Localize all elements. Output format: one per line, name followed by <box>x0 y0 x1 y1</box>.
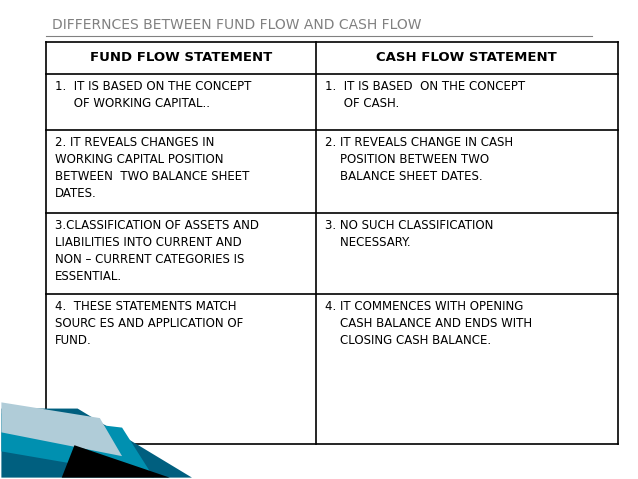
Text: 3. NO SUCH CLASSIFICATION
    NECESSARY.: 3. NO SUCH CLASSIFICATION NECESSARY. <box>325 219 493 250</box>
Polygon shape <box>1 402 122 456</box>
Text: 3.CLASSIFICATION OF ASSETS AND
LIABILITIES INTO CURRENT AND
NON – CURRENT CATEGO: 3.CLASSIFICATION OF ASSETS AND LIABILITI… <box>55 219 259 284</box>
Text: 1.  IT IS BASED ON THE CONCEPT
     OF WORKING CAPITAL..: 1. IT IS BASED ON THE CONCEPT OF WORKING… <box>55 80 251 110</box>
Text: DIFFERNCES BETWEEN FUND FLOW AND CASH FLOW: DIFFERNCES BETWEEN FUND FLOW AND CASH FL… <box>52 18 422 32</box>
Text: 2. IT REVEALS CHANGES IN
WORKING CAPITAL POSITION
BETWEEN  TWO BALANCE SHEET
DAT: 2. IT REVEALS CHANGES IN WORKING CAPITAL… <box>55 136 249 200</box>
Text: 4. IT COMMENCES WITH OPENING
    CASH BALANCE AND ENDS WITH
    CLOSING CASH BAL: 4. IT COMMENCES WITH OPENING CASH BALANC… <box>325 300 532 347</box>
Text: 2. IT REVEALS CHANGE IN CASH
    POSITION BETWEEN TWO
    BALANCE SHEET DATES.: 2. IT REVEALS CHANGE IN CASH POSITION BE… <box>325 136 513 183</box>
Text: CASH FLOW STATEMENT: CASH FLOW STATEMENT <box>376 51 557 64</box>
Polygon shape <box>1 413 154 478</box>
Polygon shape <box>62 445 170 478</box>
Text: 1.  IT IS BASED  ON THE CONCEPT
     OF CASH.: 1. IT IS BASED ON THE CONCEPT OF CASH. <box>325 80 525 110</box>
Text: FUND FLOW STATEMENT: FUND FLOW STATEMENT <box>90 51 272 64</box>
Polygon shape <box>1 409 192 478</box>
Text: 4.  THESE STATEMENTS MATCH
SOURC ES AND APPLICATION OF
FUND.: 4. THESE STATEMENTS MATCH SOURC ES AND A… <box>55 300 243 347</box>
